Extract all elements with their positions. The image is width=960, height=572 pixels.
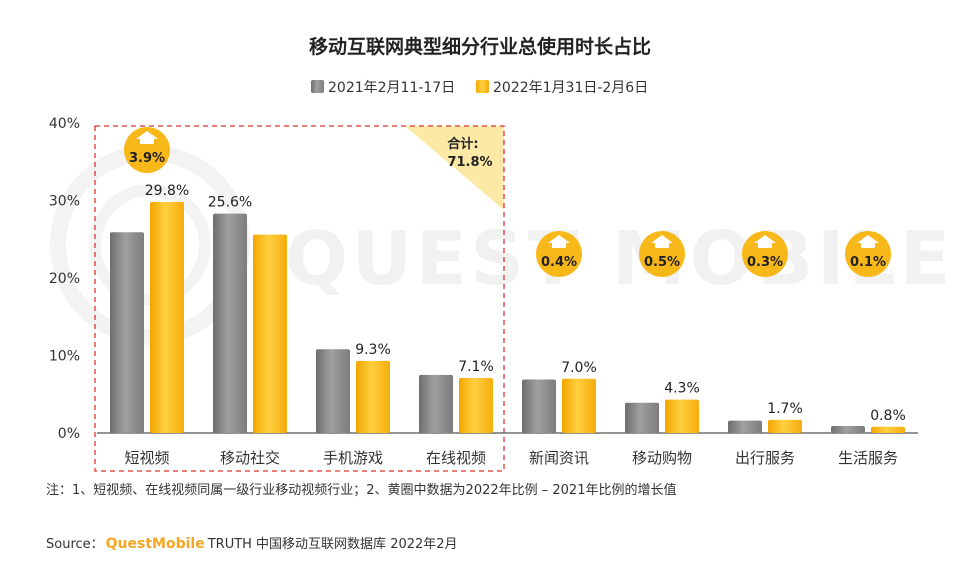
x-category-label: 新闻资讯 xyxy=(529,449,589,467)
growth-badge: 0.3% xyxy=(742,231,788,277)
bar-2022 xyxy=(665,399,699,433)
dashed-highlight-box xyxy=(94,125,505,472)
bar-2022 xyxy=(253,234,287,433)
bar-2021 xyxy=(625,402,659,433)
x-category-label: 在线视频 xyxy=(426,449,486,467)
growth-badges: 3.9% 0.4% 0.5% 0.3% 0.1% xyxy=(124,127,891,277)
y-tick-label: 40% xyxy=(49,116,80,132)
bar-2022 xyxy=(356,360,390,433)
bar-2021 xyxy=(522,379,556,433)
bar-value-label: 0.8% xyxy=(870,408,906,424)
x-category-label: 短视频 xyxy=(124,449,169,467)
legend-label-2021: 2021年2月11-17日 xyxy=(328,80,455,96)
value-labels: 29.8% 25.6% 9.3% 7.1% 7.0% 4.3% 1.7% 0.8% xyxy=(145,183,906,424)
y-axis: 0% 10% 20% 30% 40% xyxy=(49,116,80,442)
up-arrow-stem xyxy=(655,243,669,248)
up-arrow-icon xyxy=(754,235,776,243)
bar-2022 xyxy=(871,426,905,433)
footnote: 注：1、短视频、在线视频同属一级行业移动视频行业；2、黄圈中数据为2022年比例… xyxy=(46,482,676,498)
x-category-label: 移动购物 xyxy=(632,449,692,467)
bar-2021 xyxy=(831,426,865,433)
badge-value: 0.3% xyxy=(747,255,783,270)
x-category-label: 移动社交 xyxy=(220,449,280,467)
bar-2022 xyxy=(459,377,493,433)
x-category-label: 出行服务 xyxy=(735,449,795,467)
category-labels: 短视频 移动社交 手机游戏 在线视频 新闻资讯 移动购物 出行服务 生活服务 xyxy=(124,449,898,467)
bar-2022 xyxy=(768,419,802,433)
total-value: 71.8% xyxy=(447,155,492,170)
bar-2021 xyxy=(213,213,247,433)
total-triangle xyxy=(405,126,504,210)
y-tick-label: 0% xyxy=(58,426,80,442)
source-text: TRUTH 中国移动互联网数据库 2022年2月 xyxy=(207,536,458,552)
bar-value-label: 9.3% xyxy=(355,342,391,358)
y-tick-label: 30% xyxy=(49,194,80,210)
legend-label-2022: 2022年1月31日-2月6日 xyxy=(493,80,648,96)
bar-value-label: 1.7% xyxy=(767,401,803,417)
bars xyxy=(110,202,905,433)
legend-swatch-2022 xyxy=(476,80,489,93)
source-line: Source： QuestMobile TRUTH 中国移动互联网数据库 2022年… xyxy=(46,536,458,552)
chart-title: 移动互联网典型细分行业总使用时长占比 xyxy=(309,35,651,58)
bar-value-label: 4.3% xyxy=(664,381,700,397)
growth-badge: 0.4% xyxy=(536,231,582,277)
source-prefix: Source： xyxy=(46,537,104,552)
bar-value-label: 25.6% xyxy=(208,195,252,211)
watermark: QUEST MOBILE xyxy=(50,145,954,345)
x-category-label: 生活服务 xyxy=(838,449,898,467)
growth-badge: 0.1% xyxy=(845,231,891,277)
badge-circle xyxy=(639,231,685,277)
badge-circle xyxy=(845,231,891,277)
growth-badge: 0.5% xyxy=(639,231,685,277)
up-arrow-icon xyxy=(651,235,673,243)
total-title: 合计: xyxy=(447,136,478,152)
growth-badge: 3.9% xyxy=(124,127,170,173)
badge-circle xyxy=(742,231,788,277)
badge-value: 0.1% xyxy=(850,255,886,270)
legend-swatch-2021 xyxy=(311,80,324,93)
badge-value: 0.5% xyxy=(644,255,680,270)
x-category-label: 手机游戏 xyxy=(323,449,383,467)
bar-value-label: 7.1% xyxy=(458,359,494,375)
bar-2022 xyxy=(562,378,596,433)
up-arrow-stem xyxy=(758,243,772,248)
bar-value-label: 7.0% xyxy=(561,360,597,376)
watermark-text: QUEST MOBILE xyxy=(285,216,954,302)
bar-2021 xyxy=(316,349,350,433)
bar-2021 xyxy=(110,232,144,433)
badge-circle xyxy=(124,127,170,173)
up-arrow-icon xyxy=(136,131,158,139)
up-arrow-stem xyxy=(140,139,154,144)
bar-2021 xyxy=(728,420,762,433)
up-arrow-stem xyxy=(552,243,566,248)
bar-2022 xyxy=(150,202,184,433)
badge-value: 0.4% xyxy=(541,255,577,270)
up-arrow-icon xyxy=(548,235,570,243)
badge-value: 3.9% xyxy=(129,151,165,166)
legend: 2021年2月11-17日 2022年1月31日-2月6日 xyxy=(311,80,648,96)
y-tick-label: 10% xyxy=(49,349,80,365)
up-arrow-icon xyxy=(857,235,879,243)
y-tick-label: 20% xyxy=(49,271,80,287)
up-arrow-stem xyxy=(861,243,875,248)
bar-2021 xyxy=(419,374,453,433)
source-brand: QuestMobile xyxy=(106,536,205,552)
badge-circle xyxy=(536,231,582,277)
bar-value-label: 29.8% xyxy=(145,183,189,199)
